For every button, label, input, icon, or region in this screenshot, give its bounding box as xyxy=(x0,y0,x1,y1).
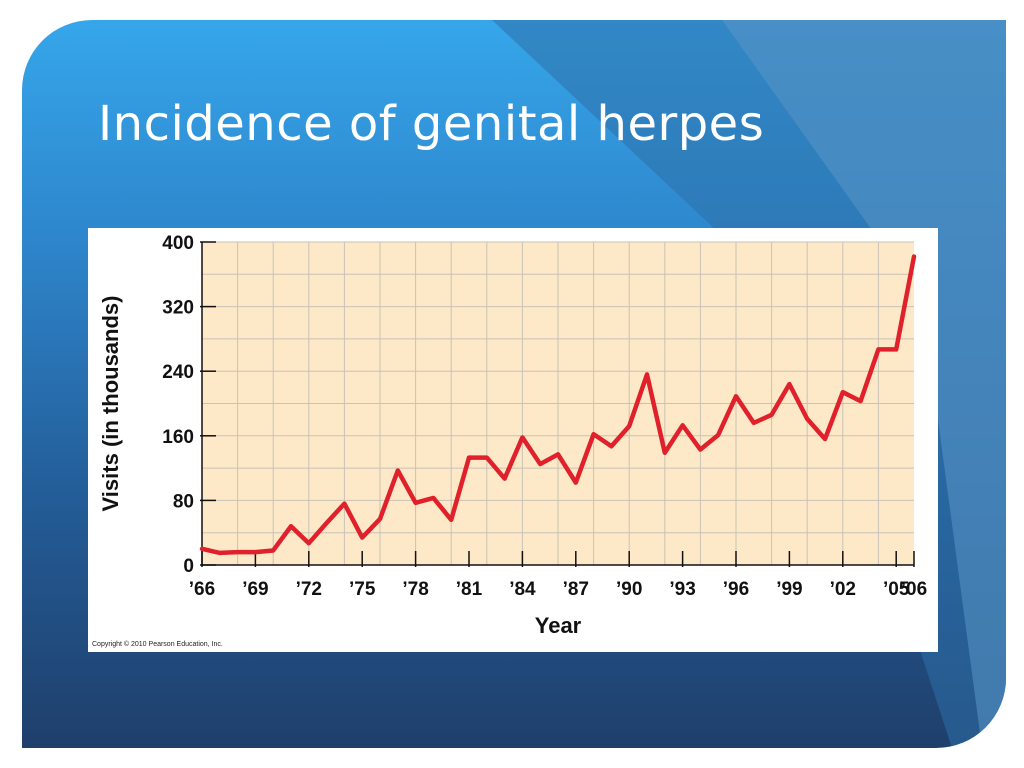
y-tick-label: 0 xyxy=(183,556,194,577)
slide-title: Incidence of genital herpes xyxy=(98,96,765,152)
y-tick-label: 400 xyxy=(162,233,194,254)
y-tick-label: 160 xyxy=(162,427,194,448)
slide-decoration xyxy=(492,20,1006,748)
x-tick-label: ’93 xyxy=(669,579,695,600)
y-tick-label: 240 xyxy=(162,362,194,383)
series-group xyxy=(199,254,917,556)
axes xyxy=(200,241,915,567)
slide-background: Incidence of genital herpes 0 80 160 240 320… xyxy=(22,20,1006,748)
y-tick-label: 80 xyxy=(173,491,194,512)
y-tick-label: 320 xyxy=(162,298,194,319)
x-axis-title: Year xyxy=(535,613,582,638)
x-tick-label: ’66 xyxy=(189,579,215,600)
x-tick-label: ’87 xyxy=(563,579,589,600)
y-axis-title: Visits (in thousands) xyxy=(98,296,123,512)
copyright-text: Copyright © 2010 Pearson Education, Inc. xyxy=(92,640,223,648)
x-tick-label: ’78 xyxy=(402,579,428,600)
decorative-band-light xyxy=(722,20,1006,748)
x-tick-label: ’90 xyxy=(616,579,642,600)
x-tick-label: ’69 xyxy=(242,579,268,600)
y-tick-labels: 0 80 160 240 320 400 xyxy=(162,233,194,577)
series-line xyxy=(199,254,917,556)
x-tick-label: ’72 xyxy=(296,579,322,600)
x-tick-label: ’99 xyxy=(776,579,802,600)
x-tick-labels: ’66 ’69 ’72 ’75 ’78 ’81 ’84 ’87 ’90 ’93 ’96 ’99 ’02 ’… xyxy=(189,579,927,600)
x-tick-label: ’96 xyxy=(723,579,749,600)
chart-panel: 0 80 160 240 320 400 ’66 ’69 ’72 ’75 ’78 ’81 ’84 ’87… xyxy=(88,228,938,652)
x-tick-label: ’81 xyxy=(456,579,483,600)
grid-lines xyxy=(202,241,914,565)
x-tick-label: ’05 xyxy=(883,579,910,600)
x-tick-label: ’75 xyxy=(349,579,376,600)
line-chart: 0 80 160 240 320 400 ’66 ’69 ’72 ’75 ’78 ’81 ’84 ’87… xyxy=(92,233,927,648)
x-tick-label: ’84 xyxy=(509,579,536,600)
x-tick-label: ’06 xyxy=(901,579,927,600)
x-tick-label: ’02 xyxy=(830,579,856,600)
